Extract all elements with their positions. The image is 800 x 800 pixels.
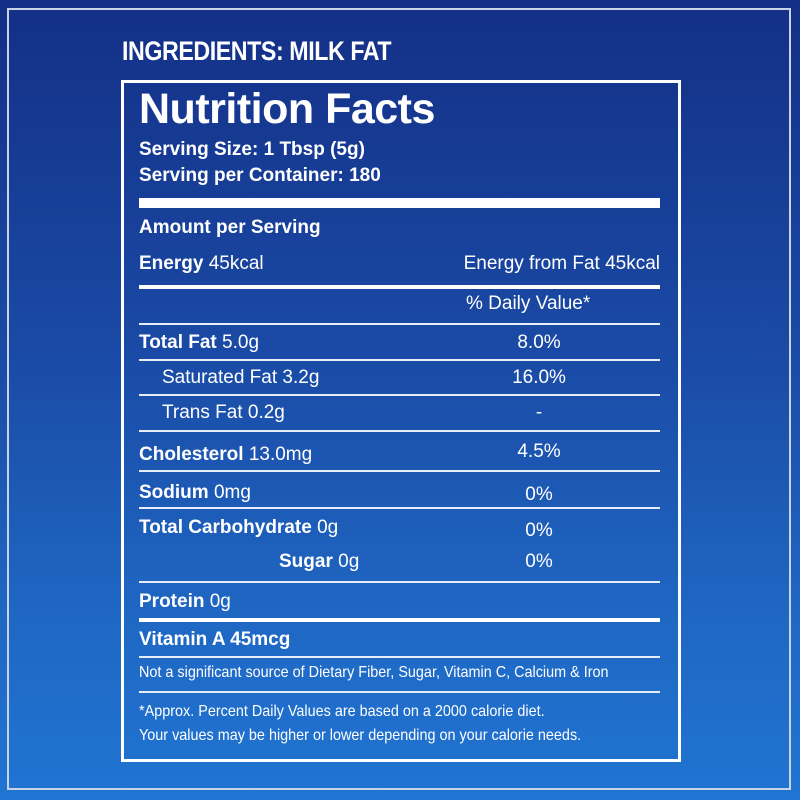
thick-divider — [139, 198, 660, 208]
dv-trans-fat: - — [535, 402, 543, 423]
dv-total-carbohydrate: 0% — [525, 520, 553, 541]
thin-divider — [139, 394, 660, 396]
dv-cholesterol: 4.5% — [517, 441, 561, 462]
nutrient-row-trans-fat: Trans Fat 0.2g — [162, 402, 285, 423]
thin-divider — [139, 359, 660, 361]
nutrition-facts-title: Nutrition Facts — [139, 85, 435, 133]
energy-from-fat: Energy from Fat 45kcal — [463, 253, 660, 274]
image-frame — [7, 8, 791, 790]
not-significant-note: Not a significant source of Dietary Fibe… — [139, 664, 609, 681]
energy-label: Energy — [139, 253, 204, 274]
dv-saturated-fat: 16.0% — [512, 367, 566, 388]
nutrient-row-sodium: Sodium 0mg — [139, 482, 251, 503]
nutrient-row-protein: Protein 0g — [139, 591, 231, 612]
medium-divider — [139, 285, 660, 289]
nutrient-row-cholesterol: Cholesterol 13.0mg — [139, 444, 313, 465]
nutrient-row-total-carbohydrate: Total Carbohydrate 0g — [139, 517, 339, 538]
dv-sodium: 0% — [525, 484, 553, 505]
thin-divider — [139, 470, 660, 472]
nutrient-row-sugar: Sugar 0g — [279, 551, 360, 572]
ingredients-text: INGREDIENTS: MILK FAT — [122, 36, 392, 66]
nutrient-row-total-fat: Total Fat 5.0g — [139, 332, 260, 353]
amount-per-serving: Amount per Serving — [139, 217, 321, 238]
dv-total-fat: 8.0% — [517, 332, 561, 353]
nutrient-row-saturated-fat: Saturated Fat 3.2g — [162, 367, 320, 388]
thin-divider — [139, 323, 660, 325]
serving-size: Serving Size: 1 Tbsp (5g) — [139, 139, 365, 160]
thin-divider — [139, 581, 660, 583]
thin-divider — [139, 430, 660, 432]
energy-value: 45kcal — [208, 253, 264, 274]
footnote-line-1: *Approx. Percent Daily Values are based … — [139, 703, 545, 720]
daily-value-header: % Daily Value* — [466, 293, 591, 314]
medium-divider — [139, 618, 660, 622]
nutrition-facts-panel: Nutrition Facts Serving Size: 1 Tbsp (5g… — [121, 80, 681, 762]
energy-row: Energy 45kcal — [139, 253, 264, 275]
thin-divider — [139, 691, 660, 693]
thin-divider — [139, 507, 660, 509]
vitamin-a-row: Vitamin A 45mcg — [139, 629, 291, 650]
servings-per-container: Serving per Container: 180 — [139, 165, 381, 186]
thin-divider — [139, 656, 660, 658]
dv-sugar: 0% — [525, 551, 553, 572]
footnote-line-2: Your values may be higher or lower depen… — [139, 727, 582, 744]
